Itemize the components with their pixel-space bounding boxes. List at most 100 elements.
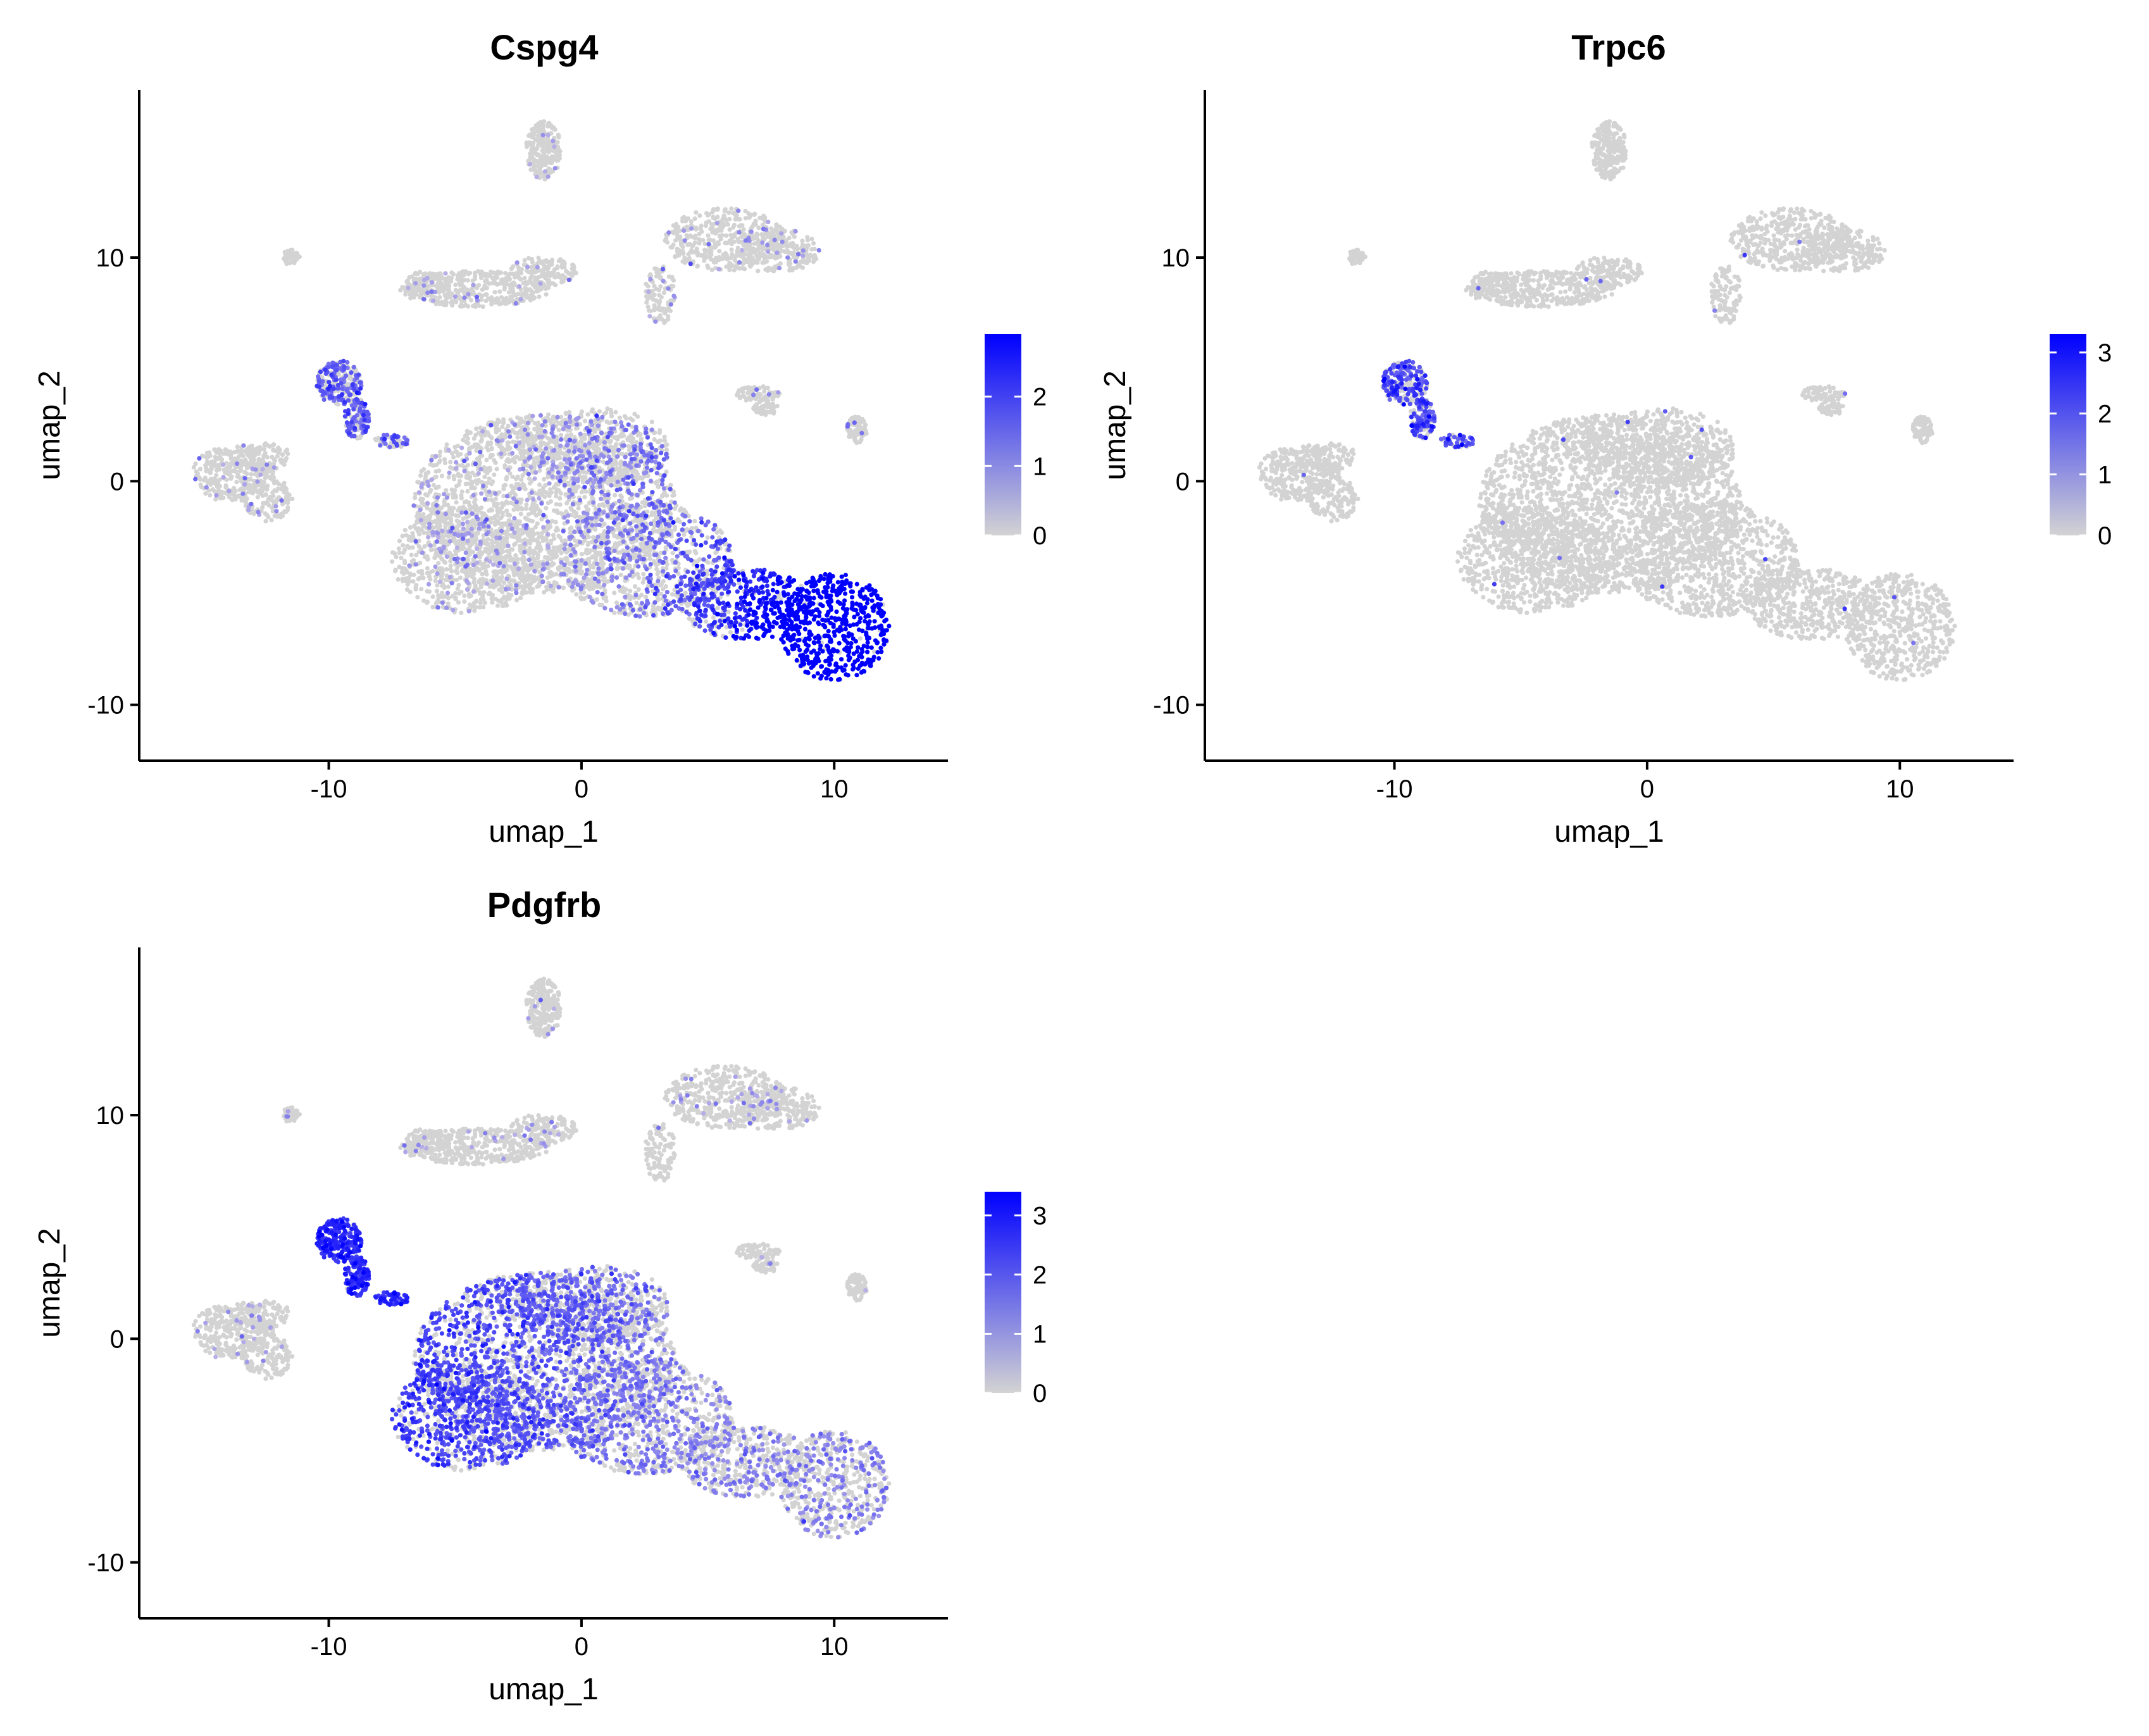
cell-point — [448, 465, 453, 470]
cell-point — [662, 438, 668, 443]
cell-point — [616, 521, 622, 527]
cell-point — [445, 601, 451, 606]
cell-point — [556, 488, 561, 493]
cell-point — [454, 500, 459, 505]
cell-point — [419, 290, 424, 295]
cell-point — [590, 570, 595, 575]
cell-point — [471, 304, 476, 309]
cell-point — [504, 477, 509, 482]
cell-point — [871, 649, 876, 654]
cell-point — [518, 548, 523, 554]
plot-title: Cspg4 — [490, 27, 598, 67]
cell-point — [529, 167, 534, 172]
cell-point — [229, 474, 234, 479]
cell-point — [638, 436, 644, 442]
cell-point — [413, 270, 418, 275]
cell-point — [400, 534, 405, 539]
cell-point — [437, 295, 442, 300]
cell-point — [672, 525, 678, 530]
cell-point — [528, 581, 533, 586]
cell-point — [641, 571, 646, 577]
cell-point — [617, 415, 622, 420]
cell-point — [471, 580, 477, 585]
cell-point — [521, 280, 526, 286]
points-layer — [191, 119, 892, 682]
cell-point — [585, 412, 590, 417]
cell-point — [547, 280, 552, 285]
cell-point — [613, 461, 619, 466]
cell-point — [557, 496, 563, 501]
cell-point — [499, 597, 505, 602]
cell-point — [444, 488, 449, 493]
cell-point — [559, 539, 565, 544]
cell-point — [454, 569, 459, 574]
cell-point — [263, 492, 268, 497]
cell-point — [789, 230, 794, 235]
cell-point — [442, 287, 448, 292]
cell-point — [485, 441, 490, 447]
cell-point — [464, 475, 469, 480]
cell-point — [443, 577, 448, 582]
cell-point — [464, 439, 469, 444]
cell-point — [582, 596, 587, 601]
cell-point — [523, 487, 528, 492]
cell-point — [590, 407, 595, 412]
cell-point — [552, 549, 557, 554]
cell-point — [618, 461, 623, 466]
cell-point — [612, 534, 617, 539]
cell-point — [629, 496, 635, 501]
cell-point — [540, 535, 545, 540]
cell-point — [657, 428, 663, 433]
cell-point — [467, 544, 473, 549]
cell-point — [487, 281, 492, 286]
cell-point — [545, 436, 551, 441]
cell-point — [401, 543, 406, 548]
cell-point — [597, 603, 602, 608]
cell-point — [244, 496, 249, 501]
cell-point — [455, 586, 460, 591]
cell-point — [589, 583, 594, 588]
cell-point — [529, 149, 535, 154]
cell-point — [544, 146, 549, 151]
cell-point — [426, 470, 431, 475]
cell-point — [664, 493, 670, 498]
cell-point — [482, 272, 487, 277]
cell-point — [522, 580, 527, 585]
cell-point — [523, 563, 528, 568]
cell-point — [394, 554, 399, 559]
cell-point — [520, 506, 525, 511]
cell-point — [468, 549, 473, 554]
cell-point — [600, 565, 605, 570]
cell-point — [519, 497, 524, 503]
cell-point — [419, 587, 424, 592]
cell-point — [532, 157, 537, 162]
cell-point — [277, 446, 282, 452]
cell-point — [511, 485, 516, 491]
cell-point — [457, 478, 463, 484]
cell-point — [390, 550, 396, 555]
cell-point — [402, 558, 408, 563]
cell-point — [532, 578, 537, 583]
cell-point — [687, 616, 692, 621]
cell-point — [439, 574, 444, 579]
cell-point — [280, 483, 285, 488]
cell-point — [427, 515, 432, 520]
cell-point — [414, 583, 419, 588]
cell-point — [537, 488, 542, 494]
cell-point — [740, 627, 745, 632]
cell-point — [458, 273, 463, 278]
cell-point — [482, 474, 487, 480]
cell-point — [442, 585, 447, 590]
cell-point — [477, 604, 482, 610]
cell-point — [452, 477, 457, 482]
cell-point — [554, 581, 559, 586]
cell-point — [502, 287, 507, 292]
cell-point — [571, 270, 577, 275]
cell-point — [459, 589, 464, 594]
cell-point — [682, 532, 687, 537]
cell-point — [558, 257, 563, 262]
cell-point — [564, 501, 570, 506]
cell-point — [554, 502, 559, 507]
cell-point — [638, 432, 643, 437]
cell-point — [535, 539, 540, 544]
